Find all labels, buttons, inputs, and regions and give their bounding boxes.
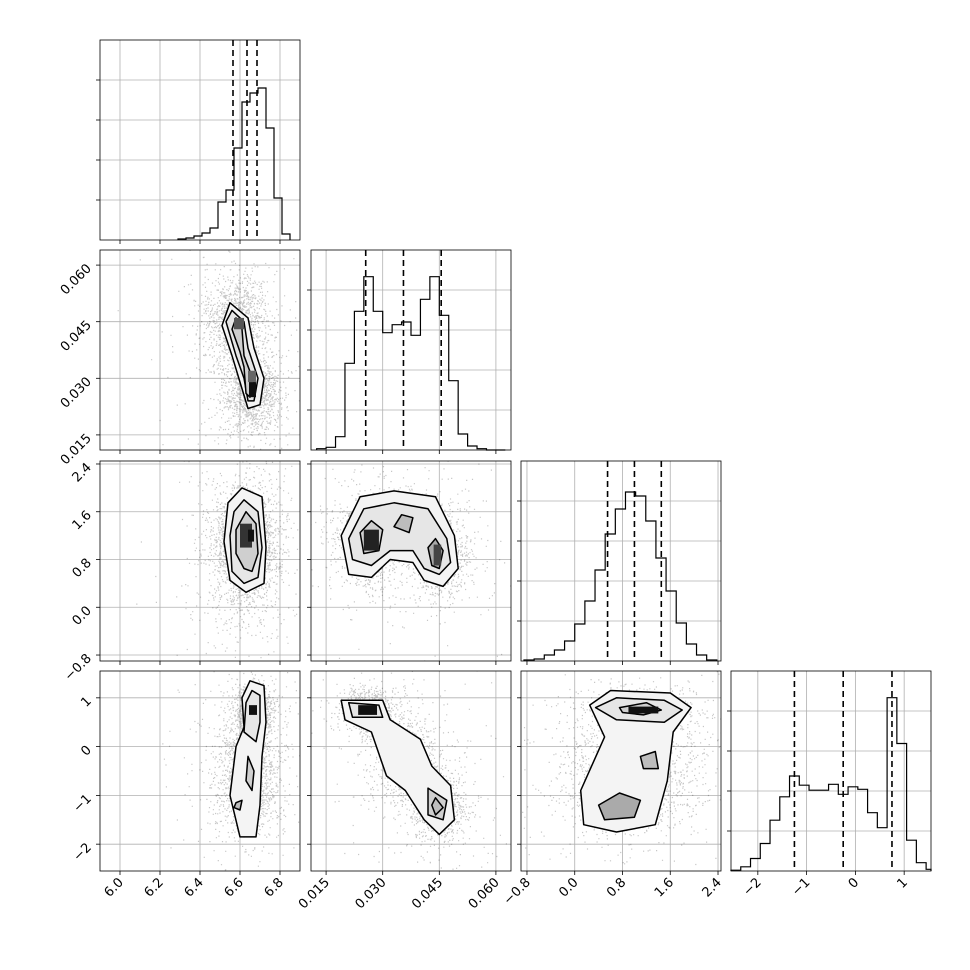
panel-frame xyxy=(310,460,512,662)
y-tick-label: 0.030 xyxy=(58,375,95,412)
density-contour xyxy=(597,792,642,821)
panel-frame xyxy=(520,670,722,872)
density-peak-cell xyxy=(363,529,379,551)
x-tick-label: 0.045 xyxy=(409,875,446,912)
x-tick-label: 6.0 xyxy=(102,875,127,900)
scatter-panel-3-1 xyxy=(307,670,512,875)
x-tick-label: 6.4 xyxy=(182,875,207,900)
x-tick-label: −1 xyxy=(789,875,813,899)
scatter-panel-1-0 xyxy=(96,249,301,454)
panel-frame xyxy=(520,460,722,662)
x-tick-label: 2.4 xyxy=(700,875,725,900)
x-tick-label: 0.030 xyxy=(353,875,390,912)
scatter-points xyxy=(162,671,300,871)
density-contour xyxy=(233,799,243,811)
x-tick-label: 0 xyxy=(846,875,862,891)
x-tick-label: 6.6 xyxy=(222,875,247,900)
density-peak-cell xyxy=(248,529,254,542)
panel-frame xyxy=(99,249,301,451)
density-layer xyxy=(162,671,300,871)
density-layer xyxy=(136,461,300,659)
x-tick-label: 6.2 xyxy=(142,875,167,900)
density-peak-cell xyxy=(234,317,244,330)
density-layer xyxy=(117,250,300,450)
y-tick-label: 0 xyxy=(78,743,94,759)
density-peak-cell xyxy=(358,705,378,715)
panel-frame xyxy=(99,460,301,662)
x-tick-label: 1 xyxy=(895,875,911,891)
density-peak-cell xyxy=(249,382,256,398)
density-contour xyxy=(340,699,456,836)
histogram-step xyxy=(730,697,932,871)
histogram-step xyxy=(177,87,291,240)
y-tick-label: 0.8 xyxy=(70,556,95,581)
scatter-panel-2-0 xyxy=(96,460,301,665)
histogram-panel-1 xyxy=(307,249,512,454)
histogram-panel-0 xyxy=(96,39,301,244)
y-tick-label: 2.4 xyxy=(70,460,95,485)
y-tick-label: 0.060 xyxy=(58,261,95,298)
density-contour xyxy=(393,513,414,534)
density-peak-cell xyxy=(433,544,442,566)
density-contour xyxy=(431,797,444,816)
x-tick-label: 6.8 xyxy=(262,875,287,900)
x-tick-label: −0.8 xyxy=(501,875,534,908)
x-tick-label: 1.6 xyxy=(652,875,677,900)
y-tick-label: 0.015 xyxy=(58,431,95,468)
histogram-step xyxy=(316,276,506,451)
scatter-panel-3-2 xyxy=(517,670,722,875)
histogram-panel-3 xyxy=(727,670,932,875)
density-peak-cell xyxy=(248,370,256,383)
panel-frame xyxy=(730,670,932,872)
density-layer xyxy=(521,671,721,871)
y-tick-label: 1 xyxy=(78,694,94,710)
density-contour xyxy=(243,689,261,743)
panel-frame xyxy=(99,670,301,872)
y-tick-label: 0.045 xyxy=(58,318,95,355)
y-tick-label: 0.0 xyxy=(70,603,95,628)
density-contour xyxy=(245,755,255,792)
density-peak-cell xyxy=(249,705,257,715)
y-tick-label: −1 xyxy=(71,792,95,816)
scatter-panel-2-1 xyxy=(307,460,512,665)
x-tick-label: 0.8 xyxy=(604,875,629,900)
x-tick-label: 0.0 xyxy=(556,875,581,900)
density-layer xyxy=(311,671,507,871)
panel-frame xyxy=(99,39,301,241)
y-tick-label: −2 xyxy=(71,840,95,864)
density-contour xyxy=(639,750,660,770)
histogram-panel-2 xyxy=(517,460,722,665)
x-tick-label: 0.015 xyxy=(296,875,333,912)
scatter-panel-3-0 xyxy=(96,670,301,875)
density-layer xyxy=(311,461,511,661)
x-tick-label: −2 xyxy=(740,875,764,899)
y-tick-label: 1.6 xyxy=(70,508,95,533)
density-contour xyxy=(347,502,452,576)
density-peak-cell xyxy=(628,706,659,714)
density-contour xyxy=(579,689,692,833)
y-tick-label: −0.8 xyxy=(62,651,95,684)
histogram-step xyxy=(523,491,718,661)
x-tick-label: 0.060 xyxy=(466,875,503,912)
panel-frame xyxy=(310,670,512,872)
panel-frame xyxy=(310,249,512,451)
